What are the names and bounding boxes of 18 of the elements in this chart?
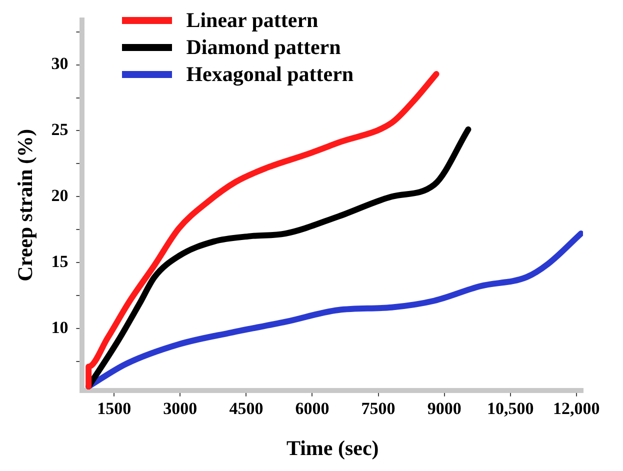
y-tick-label: 20: [51, 186, 68, 206]
x-tick-label: 6000: [295, 398, 330, 418]
y-tick-label: 10: [51, 318, 68, 337]
y-tick-label: 30: [51, 54, 68, 74]
x-axis-title: Time (sec): [286, 436, 379, 460]
x-tick-label: 4500: [229, 398, 264, 418]
y-axis-title: Creep strain (%): [13, 128, 38, 282]
y-tick-label: 15: [51, 252, 68, 271]
legend-label: Diamond pattern: [186, 35, 341, 60]
x-tick-label: 3000: [163, 398, 198, 418]
x-tick-label: 7500: [361, 398, 396, 418]
legend-label: Linear pattern: [186, 8, 318, 33]
x-tick-label: 12,000: [553, 398, 600, 418]
y-tick-label: 25: [51, 120, 68, 140]
x-tick-label: 1500: [97, 398, 132, 418]
legend-label: Hexagonal pattern: [186, 62, 354, 87]
x-tick-label: 9000: [427, 398, 462, 418]
x-tick-label: 10,500: [486, 398, 534, 418]
